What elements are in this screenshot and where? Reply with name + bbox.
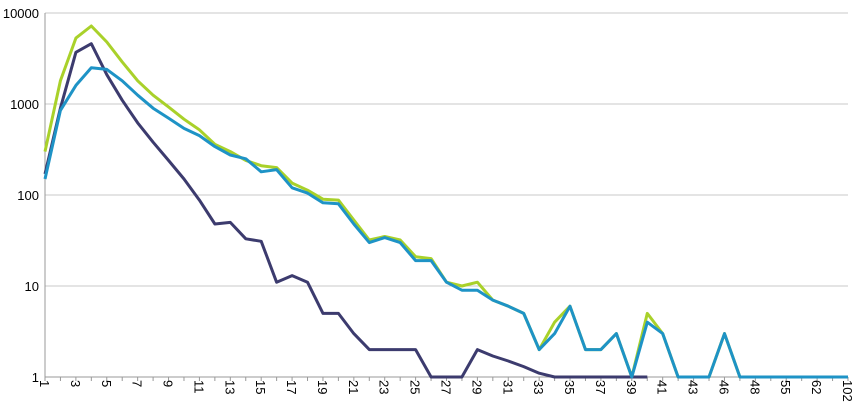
x-tick-label: 1 [37, 380, 52, 387]
x-tick-label: 39 [624, 380, 639, 394]
x-tick-label: 23 [377, 380, 392, 394]
x-tick-label: 5 [99, 380, 114, 387]
x-tick-label: 27 [439, 380, 454, 394]
x-tick-label: 46 [716, 380, 731, 394]
y-tick-label: 10 [25, 279, 39, 294]
x-tick-label: 13 [222, 380, 237, 394]
x-tick-label: 41 [655, 380, 670, 394]
series-line [43, 24, 848, 379]
x-tick-label: 102 [840, 380, 855, 402]
x-tick-label: 62 [809, 380, 824, 394]
x-tick-label: 17 [284, 380, 299, 394]
y-tick-label: 10000 [3, 6, 39, 21]
series-line [43, 66, 848, 379]
x-tick-label: 55 [778, 380, 793, 394]
x-tick-label: 37 [593, 380, 608, 394]
x-tick-label: 25 [408, 380, 423, 394]
y-tick-label: 1000 [10, 97, 39, 112]
x-tick-label: 3 [68, 380, 83, 387]
x-tick-label: 33 [531, 380, 546, 394]
x-tick-label: 11 [191, 380, 206, 394]
x-tick-label: 48 [747, 380, 762, 394]
x-tick-label: 9 [161, 380, 176, 387]
x-tick-label: 31 [500, 380, 515, 394]
x-tick-label: 7 [130, 380, 145, 387]
y-tick-label: 100 [17, 188, 39, 203]
x-tick-label: 35 [562, 380, 577, 394]
x-tick-label: 21 [346, 380, 361, 394]
x-tick-label: 43 [686, 380, 701, 394]
y-tick-label: 1 [32, 370, 39, 385]
x-tick-label: 15 [253, 380, 268, 394]
series-line [43, 42, 648, 379]
x-tick-label: 19 [315, 380, 330, 394]
x-tick-label: 29 [469, 380, 484, 394]
